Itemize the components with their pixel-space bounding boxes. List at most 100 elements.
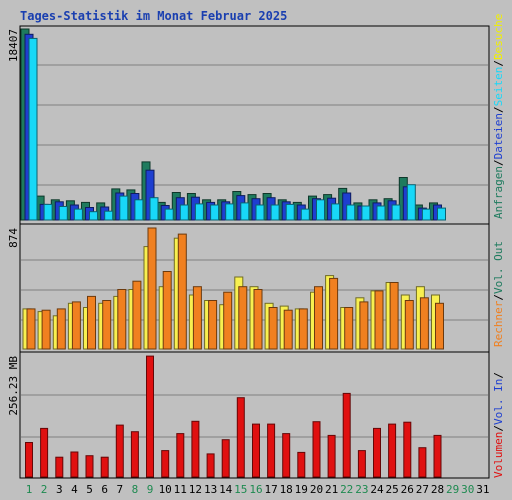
legend-top: Anfragen/Dateien/Seiten/Besuche (492, 14, 505, 219)
x-tick-label-day-2: 2 (41, 483, 48, 496)
legend-entry-bottom-3: / (492, 372, 505, 379)
bar-rechner-day-1 (26, 308, 36, 350)
bar-seiten-day-4 (73, 208, 83, 221)
bar-volumen-day-9 (146, 355, 154, 478)
x-tick-label-day-8: 8 (132, 483, 139, 496)
bar-volumen-day-16 (252, 423, 260, 478)
legend-entry-top-5: / (492, 60, 505, 67)
x-tick-label-day-28: 28 (431, 483, 444, 496)
bar-rechner-day-28 (435, 302, 444, 350)
legend-entry-top-2: Dateien (492, 113, 505, 159)
legend-entry-top-0: Anfragen (492, 166, 505, 219)
bar-rechner-day-8 (132, 280, 142, 350)
x-tick-label-day-27: 27 (416, 483, 429, 496)
plot-frame (19, 25, 490, 479)
bar-rechner-day-22 (344, 307, 354, 350)
bar-volumen-day-7 (115, 424, 124, 478)
bar-seiten-day-26 (406, 184, 416, 221)
bar-volumen-day-1 (25, 442, 33, 478)
bar-volumen-day-6 (100, 456, 109, 478)
x-tick-label-day-22: 22 (340, 483, 353, 496)
x-tick-label-day-25: 25 (385, 483, 398, 496)
right-legend: Anfragen/Dateien/Seiten/BesucheRechner/V… (492, 14, 505, 478)
x-tick-label-day-4: 4 (71, 483, 78, 496)
bar-seiten-day-25 (391, 204, 401, 221)
bar-seiten-day-23 (361, 205, 371, 221)
legend-bottom: Volumen/Vol. In/ (492, 372, 505, 478)
bar-volumen-day-26 (403, 421, 412, 478)
x-tick-label-day-19: 19 (295, 483, 308, 496)
bar-seiten-day-19 (300, 208, 310, 221)
x-tick-label-day-21: 21 (325, 483, 338, 496)
bar-volumen-day-12 (191, 420, 200, 478)
y-axis-max-labels: 18407 874 256.23 MB (7, 29, 20, 416)
x-tick-label-day-31: 31 (476, 483, 489, 496)
legend-entry-bottom-0: Volumen (492, 432, 505, 478)
x-tick-label-day-18: 18 (280, 483, 293, 496)
bar-seiten-day-8 (134, 199, 144, 221)
bar-rechner-day-20 (314, 286, 323, 350)
bar-seiten-day-9 (149, 197, 159, 221)
x-tick-label-day-5: 5 (86, 483, 93, 496)
bar-rechner-day-18 (283, 309, 293, 350)
x-tick-label-day-20: 20 (310, 483, 323, 496)
bar-rechner-day-15 (238, 286, 248, 350)
panel-separators (20, 223, 489, 353)
bar-seiten-day-10 (164, 208, 174, 221)
y-max-label-bottom: 256.23 MB (7, 356, 20, 416)
bar-volumen-day-23 (357, 450, 366, 478)
bar-volumen-day-5 (85, 455, 94, 478)
legend-entry-middle-2: Vol. Out (492, 241, 505, 294)
x-tick-label-day-29: 29 (446, 483, 459, 496)
bar-seiten-day-1 (28, 37, 38, 221)
bar-volumen-day-28 (433, 434, 442, 478)
x-axis-day-labels: 1 2 3 4 5 6 7 8 9 10 11 12 13 14 15 16 17 18 19 20 21 22 23 24 2… (26, 483, 490, 496)
bar-rechner-day-17 (268, 307, 278, 350)
bar-seiten-day-24 (376, 205, 386, 221)
x-tick-label-day-23: 23 (355, 483, 368, 496)
bar-volumen-day-21 (327, 434, 336, 478)
bar-rechner-day-16 (253, 289, 263, 350)
bar-rechner-day-7 (117, 289, 127, 350)
bar-volumen-day-17 (267, 423, 276, 478)
bar-rechner-day-27 (419, 297, 429, 350)
bar-seiten-day-7 (119, 195, 129, 221)
bar-seiten-day-3 (58, 206, 68, 221)
legend-entry-bottom-1: / (492, 425, 505, 432)
bar-seiten-day-27 (421, 208, 431, 221)
x-tick-label-day-16: 16 (249, 483, 262, 496)
legend-middle: Rechner/Vol. Out (492, 241, 505, 347)
x-tick-label-day-26: 26 (401, 483, 414, 496)
bar-rechner-day-2 (41, 309, 51, 350)
bar-rechner-day-5 (87, 295, 96, 350)
bar-volumen-day-27 (418, 447, 427, 478)
bar-volumen-day-20 (312, 421, 321, 478)
bar-rechner-day-11 (177, 233, 187, 350)
x-tick-label-day-13: 13 (204, 483, 217, 496)
bar-volumen-day-10 (161, 450, 170, 478)
legend-entry-top-6: Besuche (492, 14, 505, 60)
bar-volumen-day-13 (206, 453, 215, 478)
bar-volumen-day-8 (130, 431, 139, 478)
y-max-label-top: 18407 (7, 29, 20, 62)
bar-seiten-day-13 (210, 204, 220, 221)
bar-seiten-day-6 (104, 210, 114, 221)
x-tick-label-day-15: 15 (234, 483, 247, 496)
bar-volumen-day-14 (221, 439, 230, 478)
bar-rechner-day-26 (404, 300, 414, 350)
bar-rechner-day-9 (147, 227, 157, 350)
bar-volumen-day-24 (373, 427, 381, 478)
bar-volumen-day-4 (70, 451, 79, 478)
x-tick-label-day-11: 11 (174, 483, 187, 496)
bar-volumen-day-11 (176, 433, 185, 478)
bar-seiten-day-21 (331, 203, 341, 221)
x-tick-label-day-30: 30 (461, 483, 474, 496)
bar-volumen-day-3 (55, 456, 64, 478)
bar-rechner-day-21 (329, 277, 339, 350)
bar-seiten-day-22 (346, 204, 356, 221)
x-tick-label-day-12: 12 (189, 483, 202, 496)
bar-volumen-day-19 (297, 451, 306, 478)
bar-rechner-day-14 (223, 291, 233, 350)
